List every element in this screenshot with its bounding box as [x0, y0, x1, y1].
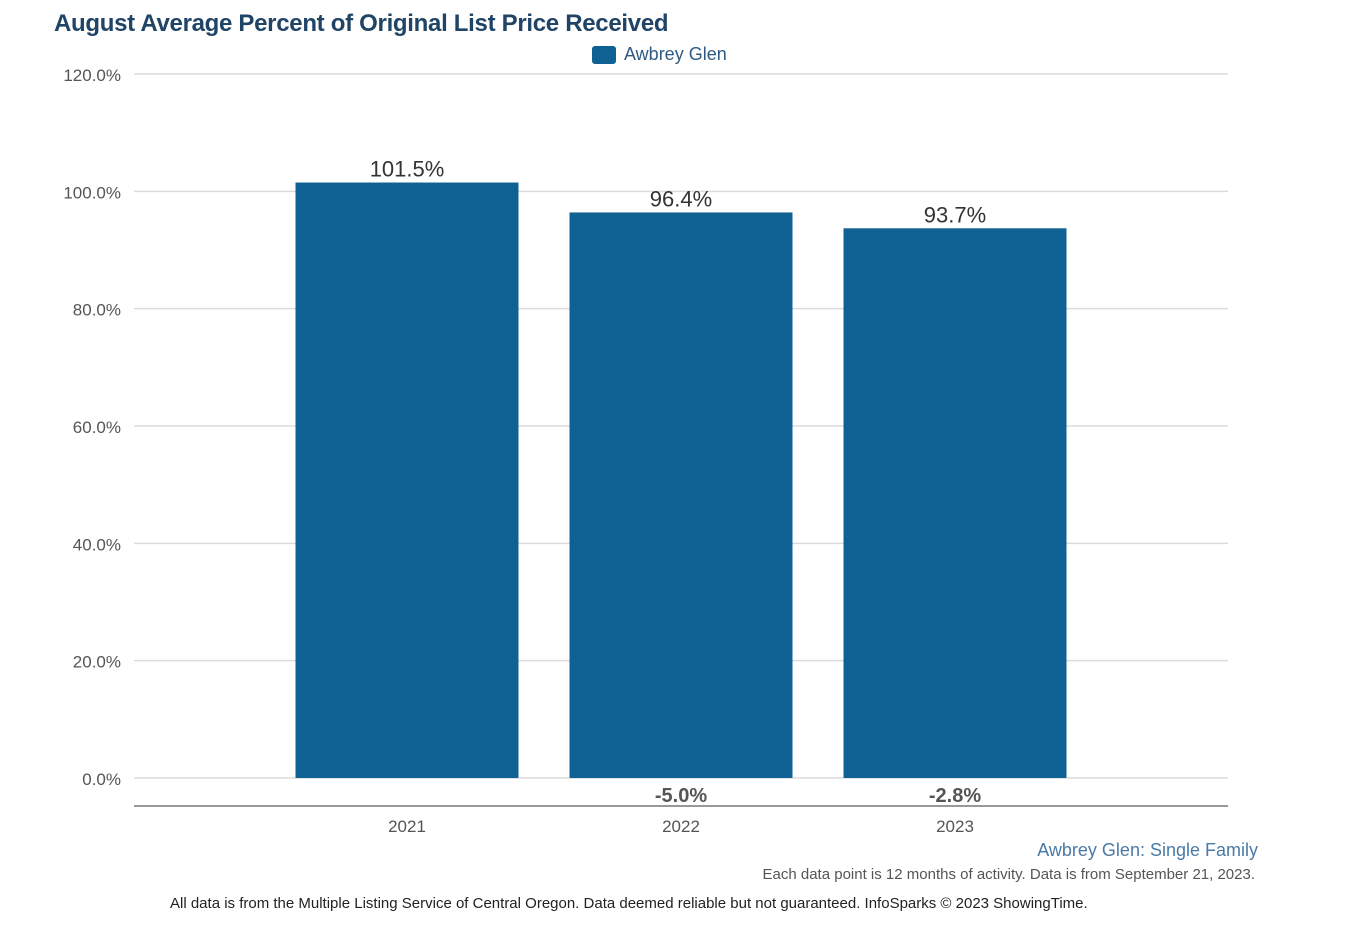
- data-label: 101.5%: [370, 157, 445, 182]
- bar: [295, 182, 519, 779]
- x-tick-label: 2023: [936, 817, 974, 836]
- y-tick-label: 60.0%: [73, 418, 121, 437]
- chart-title: August Average Percent of Original List …: [54, 10, 669, 37]
- y-tick-label: 0.0%: [82, 770, 121, 789]
- bar: [569, 212, 793, 778]
- data-note: Each data point is 12 months of activity…: [762, 866, 1255, 883]
- x-tick-label: 2021: [388, 817, 426, 836]
- legend: Awbrey Glen: [592, 44, 727, 65]
- chart-subtitle: Awbrey Glen: Single Family: [1037, 840, 1258, 860]
- legend-swatch: [592, 45, 616, 64]
- data-label: 96.4%: [650, 186, 712, 211]
- x-tick-label: 2022: [662, 817, 700, 836]
- data-label: 93.7%: [924, 202, 986, 227]
- y-tick-label: 100.0%: [63, 183, 121, 202]
- change-label: -5.0%: [655, 785, 707, 807]
- change-label: -2.8%: [929, 785, 981, 807]
- legend-label: Awbrey Glen: [624, 44, 727, 64]
- disclaimer: All data is from the Multiple Listing Se…: [170, 895, 1088, 912]
- y-tick-label: 20.0%: [73, 653, 121, 672]
- y-tick-label: 40.0%: [73, 535, 121, 554]
- y-tick-label: 120.0%: [63, 66, 121, 85]
- bar: [843, 228, 1067, 778]
- y-tick-label: 80.0%: [73, 301, 121, 320]
